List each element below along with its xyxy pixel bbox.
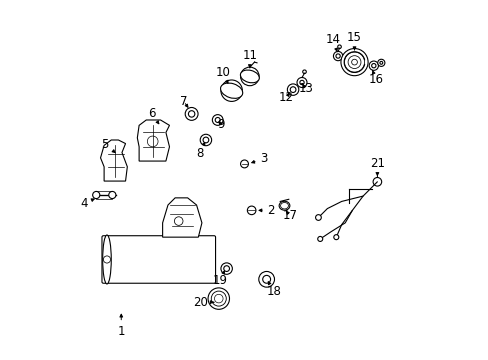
Text: 21: 21	[369, 157, 384, 176]
Circle shape	[340, 49, 367, 76]
Circle shape	[333, 235, 338, 240]
Circle shape	[224, 266, 229, 271]
Circle shape	[302, 70, 305, 73]
Text: 12: 12	[279, 91, 294, 104]
Circle shape	[240, 67, 259, 86]
Circle shape	[333, 51, 342, 61]
Circle shape	[317, 237, 322, 242]
Ellipse shape	[220, 83, 242, 98]
Circle shape	[200, 134, 211, 146]
Circle shape	[351, 59, 357, 65]
Text: 2: 2	[259, 204, 274, 217]
Circle shape	[221, 80, 242, 102]
FancyBboxPatch shape	[102, 236, 215, 283]
Circle shape	[244, 72, 254, 81]
Polygon shape	[101, 140, 127, 181]
Circle shape	[215, 117, 220, 122]
Text: 4: 4	[81, 197, 94, 210]
Text: 7: 7	[180, 95, 187, 108]
Circle shape	[337, 45, 341, 49]
Circle shape	[335, 54, 340, 58]
Circle shape	[371, 64, 375, 68]
Circle shape	[207, 288, 229, 309]
Circle shape	[185, 108, 198, 120]
Circle shape	[211, 291, 226, 306]
Circle shape	[225, 85, 237, 96]
Circle shape	[174, 217, 183, 225]
Circle shape	[315, 215, 321, 220]
Circle shape	[368, 61, 378, 70]
Circle shape	[344, 52, 364, 72]
Circle shape	[372, 177, 381, 186]
Circle shape	[258, 271, 274, 287]
Circle shape	[188, 111, 194, 117]
Circle shape	[377, 59, 384, 66]
Circle shape	[296, 77, 306, 87]
Text: 14: 14	[325, 33, 340, 52]
Text: 16: 16	[367, 71, 383, 86]
Circle shape	[108, 192, 116, 199]
Ellipse shape	[240, 70, 259, 83]
Circle shape	[247, 206, 255, 215]
Polygon shape	[163, 198, 202, 237]
Ellipse shape	[279, 201, 289, 210]
Circle shape	[93, 192, 100, 199]
Circle shape	[287, 84, 298, 95]
Circle shape	[203, 137, 208, 143]
Text: 17: 17	[282, 209, 297, 222]
Text: 5: 5	[102, 138, 115, 153]
Circle shape	[379, 62, 382, 64]
Circle shape	[262, 275, 270, 283]
Ellipse shape	[280, 203, 288, 209]
Circle shape	[347, 56, 360, 68]
Text: 19: 19	[212, 271, 227, 287]
Circle shape	[103, 256, 110, 263]
Circle shape	[147, 136, 158, 147]
Text: 11: 11	[242, 49, 257, 68]
Text: 10: 10	[215, 66, 230, 83]
Text: 18: 18	[266, 282, 281, 298]
Circle shape	[240, 160, 248, 168]
Text: 20: 20	[193, 296, 213, 309]
Text: 8: 8	[196, 143, 204, 160]
Circle shape	[290, 87, 295, 93]
Text: 9: 9	[217, 118, 224, 131]
Circle shape	[212, 114, 223, 125]
Circle shape	[221, 263, 232, 274]
Text: 3: 3	[251, 152, 267, 165]
Text: 6: 6	[147, 107, 159, 124]
Text: 1: 1	[117, 314, 125, 338]
Text: 15: 15	[346, 31, 361, 50]
Circle shape	[299, 80, 304, 85]
Polygon shape	[137, 120, 169, 161]
Circle shape	[214, 294, 223, 303]
Ellipse shape	[102, 235, 111, 284]
Text: 13: 13	[298, 82, 313, 95]
